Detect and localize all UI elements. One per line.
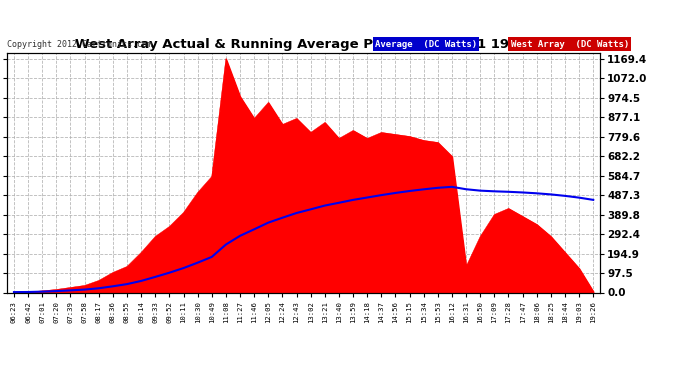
Text: Copyright 2012 Cartronics.com: Copyright 2012 Cartronics.com [7,40,152,49]
Title: West Array Actual & Running Average Power Sat Sep 1 19:28: West Array Actual & Running Average Powe… [75,38,533,51]
Text: West Array  (DC Watts): West Array (DC Watts) [511,40,629,49]
Text: Average  (DC Watts): Average (DC Watts) [375,40,477,49]
